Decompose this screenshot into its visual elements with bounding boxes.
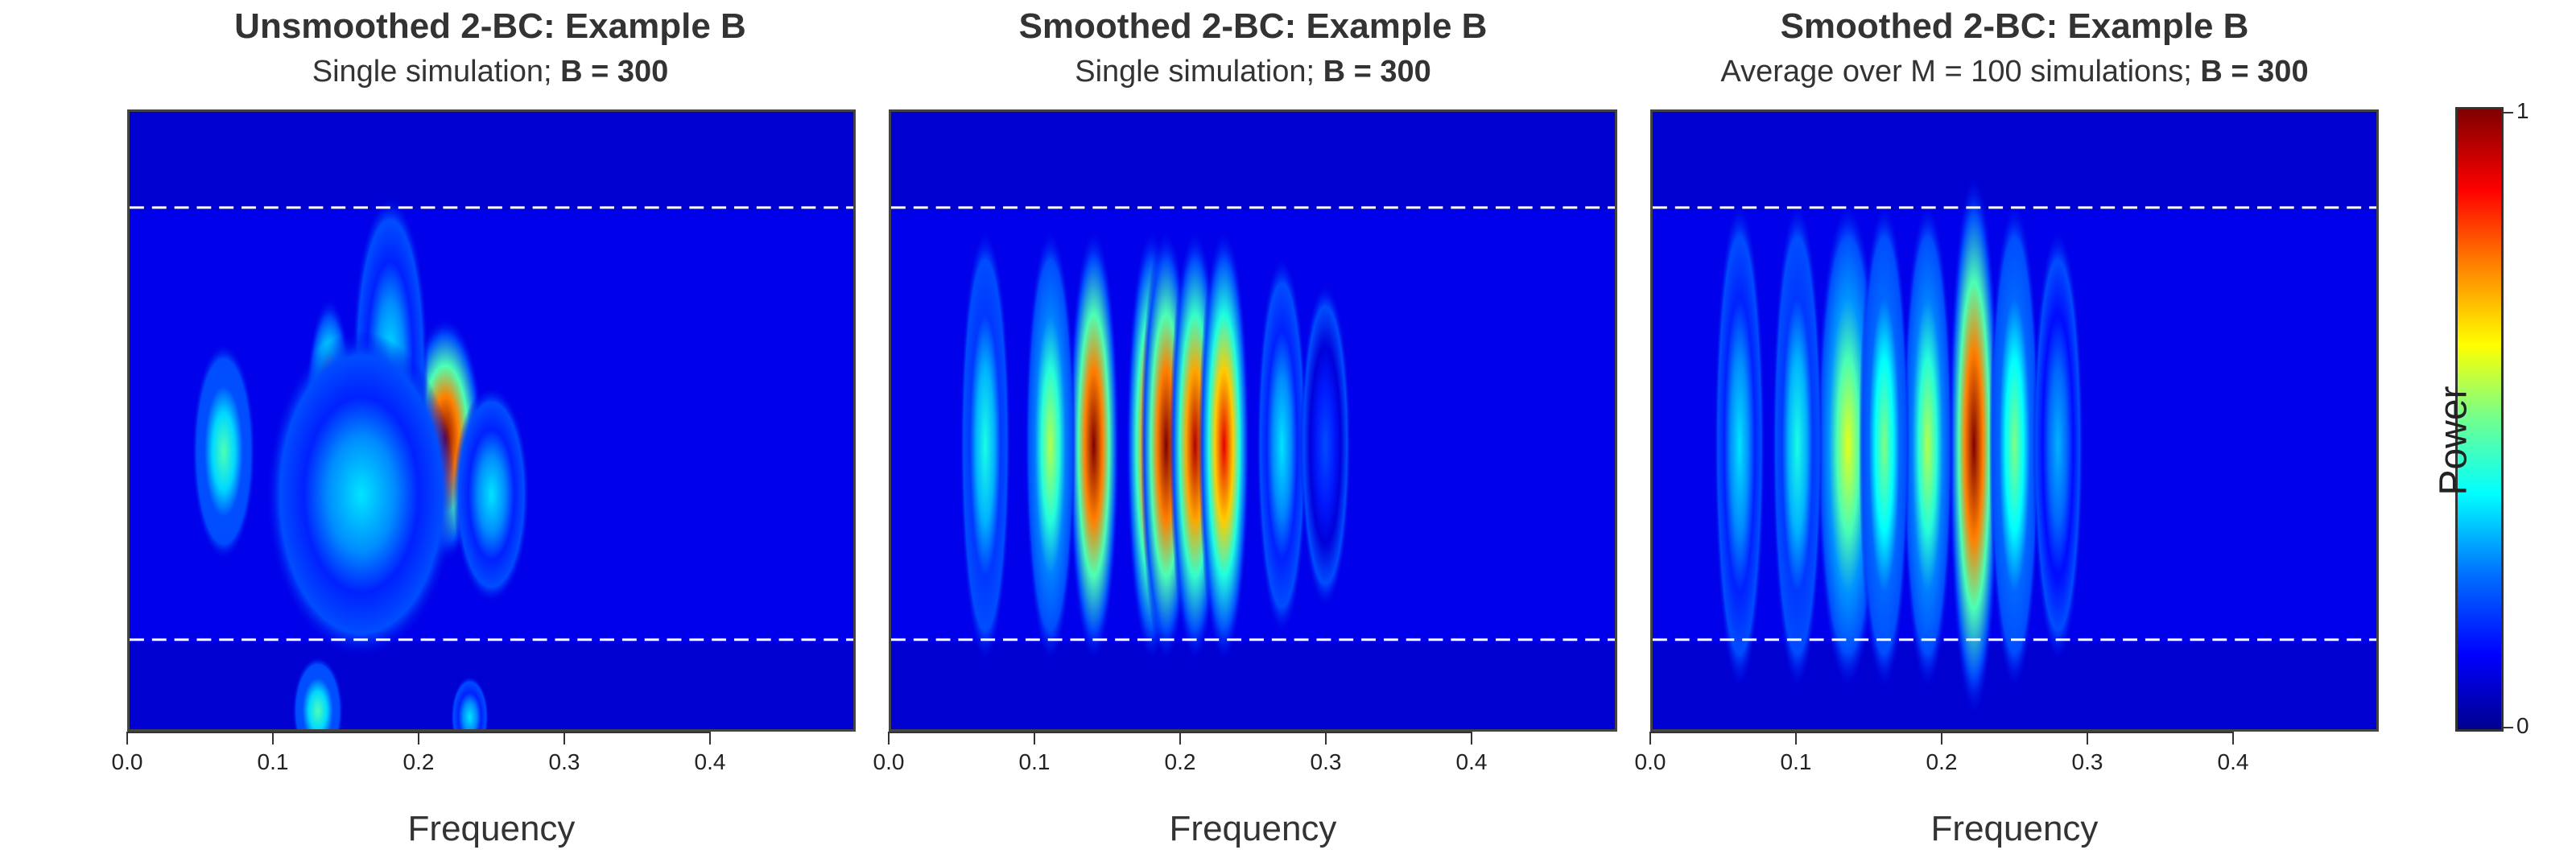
panel-1-subtitle-bold: B = 300 — [560, 55, 669, 89]
panel-3-x-axis: 0.0 0.1 0.2 0.3 0.4 — [1635, 732, 2379, 780]
x-tick — [1325, 732, 1327, 745]
colorbar-max-label: 1 — [2516, 98, 2529, 123]
panel-2-heatmap — [891, 112, 1615, 729]
panel-2-subtitle: Single simulation; B = 300 — [889, 55, 1617, 89]
panel-3-title: Smoothed 2-BC: Example B — [1780, 6, 2249, 46]
heatmap-blob — [960, 228, 1011, 663]
x-tick — [709, 732, 711, 745]
x-tick-label: 0.2 — [1164, 749, 1196, 774]
heatmap-blob — [1256, 254, 1308, 636]
panel-2-x-axis: 0.0 0.1 0.2 0.3 0.4 — [873, 732, 1617, 780]
x-tick-label: 0.1 — [257, 749, 289, 774]
heatmap-blob — [1299, 282, 1352, 608]
x-tick-label: 0.4 — [2217, 749, 2249, 774]
heatmap-blob — [1772, 200, 1823, 690]
panel-1-title: Unsmoothed 2-BC: Example B — [234, 6, 746, 46]
heatmap-blob — [1025, 228, 1076, 663]
panel-2-title: Smoothed 2-BC: Example B — [1018, 6, 1488, 46]
heatmap-blob — [1988, 200, 2041, 690]
heatmap-blob — [1068, 228, 1120, 663]
panel-3-plot — [1650, 109, 2379, 732]
heatmap-blob — [1198, 228, 1250, 663]
x-tick — [2232, 732, 2234, 745]
x-tick — [1471, 732, 1472, 745]
heatmap-blob — [266, 332, 457, 658]
x-tick — [1179, 732, 1181, 745]
heatmap-blob — [1948, 173, 2000, 717]
panel-3-subtitle: Average over M = 100 simulations; B = 30… — [1650, 55, 2379, 89]
x-tick — [418, 732, 419, 745]
x-tick — [1795, 732, 1797, 745]
x-tick — [564, 732, 565, 745]
panel-1-subtitle-text: Single simulation; — [312, 55, 561, 89]
colorbar-title: Power — [2432, 386, 2475, 496]
panel-2-subtitle-bold: B = 300 — [1323, 55, 1431, 89]
panel-3-heatmap — [1653, 112, 2376, 729]
x-tick — [272, 732, 274, 745]
power-colorbar — [2455, 107, 2504, 732]
x-tick-label: 0.0 — [111, 749, 143, 774]
x-tick — [888, 732, 890, 745]
colorbar-min-label: 0 — [2516, 713, 2529, 738]
panel-2-subtitle-text: Single simulation; — [1075, 55, 1323, 89]
colorbar-max-tick — [2504, 112, 2513, 113]
heatmap-blob — [2032, 228, 2084, 663]
heatmap-blob — [1714, 200, 1765, 690]
x-tick-label: 0.0 — [1634, 749, 1666, 774]
x-tick-label: 0.2 — [402, 749, 435, 774]
x-tick-label: 0.3 — [548, 749, 580, 774]
x-tick-label: 0.3 — [1310, 749, 1342, 774]
heatmap-blob — [292, 656, 344, 729]
heatmap-blob — [1901, 200, 1954, 690]
x-tick — [1941, 732, 1942, 745]
x-tick — [1649, 732, 1651, 745]
x-axis-line — [127, 732, 710, 733]
heatmap-blob — [450, 676, 489, 729]
panel-1-plot — [127, 109, 856, 732]
x-axis-line — [1650, 732, 2233, 733]
panel-3-subtitle-bold: B = 300 — [2200, 55, 2309, 89]
colorbar-min-tick — [2504, 727, 2513, 728]
heatmap-blob — [192, 342, 256, 560]
x-tick-label: 0.2 — [1926, 749, 1958, 774]
x-tick — [126, 732, 128, 745]
panel-2-plot — [889, 109, 1617, 732]
panel-1-subtitle: Single simulation; B = 300 — [127, 55, 853, 89]
x-tick — [2087, 732, 2088, 745]
panel-1-x-label: Frequency — [407, 809, 576, 848]
panel-1-heatmap — [130, 112, 853, 729]
x-tick-label: 0.4 — [694, 749, 726, 774]
panel-2-x-label: Frequency — [1169, 809, 1337, 848]
x-tick-label: 0.1 — [1780, 749, 1812, 774]
x-tick-label: 0.1 — [1018, 749, 1051, 774]
panel-3-x-label: Frequency — [1930, 809, 2099, 848]
x-tick-label: 0.0 — [873, 749, 905, 774]
heatmap-blob — [453, 386, 530, 604]
x-tick-label: 0.3 — [2071, 749, 2103, 774]
x-tick — [1034, 732, 1035, 745]
heatmap-band — [891, 210, 1615, 643]
x-axis-line — [889, 732, 1472, 733]
x-tick-label: 0.4 — [1455, 749, 1488, 774]
panel-1-x-axis: 0.0 0.1 0.2 0.3 0.4 — [112, 732, 856, 780]
panel-3-subtitle-text: Average over M = 100 simulations; — [1720, 55, 2201, 89]
heatmap-blob — [1859, 200, 1910, 690]
